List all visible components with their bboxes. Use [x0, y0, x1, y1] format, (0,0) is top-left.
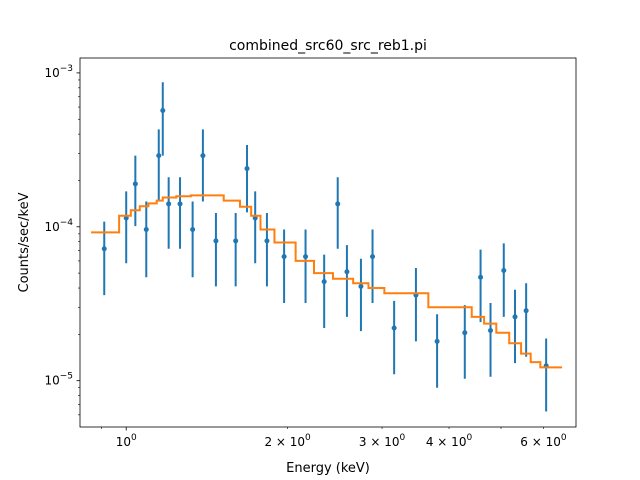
chart-title: combined_src60_src_reb1.pi: [229, 38, 427, 54]
x-axis-ticks: 100 2 × 100 3 × 100 4 × 100 6 × 100: [101, 427, 567, 449]
data-point-19: [344, 245, 350, 317]
data-point-18: [335, 177, 341, 249]
data-point-9: [200, 129, 206, 202]
data-point-30: [523, 283, 529, 357]
data-marker: [143, 227, 149, 233]
x-tick-label-0: 100: [116, 433, 137, 449]
data-point-27: [488, 302, 494, 377]
data-point-15: [281, 229, 287, 303]
x-tick-label-4: 6 × 100: [520, 433, 567, 449]
data-point-28: [501, 243, 507, 317]
plot-frame: [79, 57, 577, 428]
y-tick-label-0: 10−5: [44, 372, 73, 388]
data-point-6: [166, 177, 172, 249]
y-axis-label: Counts/sec/keV: [17, 192, 32, 292]
data-marker: [462, 330, 468, 336]
data-marker: [344, 269, 350, 275]
data-point-29: [512, 289, 518, 364]
data-point-22: [391, 300, 397, 375]
data-point-5: [160, 82, 166, 156]
data-point-13: [252, 191, 258, 264]
data-marker: [160, 107, 166, 113]
data-point-25: [462, 305, 468, 379]
data-marker: [303, 254, 309, 260]
model-step-line: [91, 194, 563, 369]
data-marker: [321, 279, 327, 285]
x-axis-label: Energy (keV): [286, 461, 370, 476]
data-point-16: [303, 229, 309, 303]
data-point-17: [321, 254, 327, 328]
data-point-24: [434, 314, 440, 388]
plot-area: [91, 82, 563, 412]
data-point-11: [233, 212, 239, 287]
y-tick-label-1: 10−4: [44, 218, 73, 234]
data-point-2: [132, 155, 138, 227]
data-point-0: [101, 221, 107, 296]
data-point-7: [177, 177, 183, 249]
data-marker: [244, 166, 250, 172]
data-marker: [233, 238, 239, 244]
data-point-26: [478, 249, 484, 323]
data-marker: [264, 238, 270, 244]
data-marker: [391, 325, 397, 331]
data-marker: [132, 181, 138, 187]
data-marker: [370, 254, 376, 260]
data-marker: [501, 267, 507, 273]
data-marker: [281, 254, 287, 260]
data-point-3: [143, 201, 149, 278]
data-marker: [123, 215, 129, 221]
data-marker: [488, 327, 494, 333]
x-tick-label-3: 4 × 100: [426, 433, 473, 449]
data-marker: [190, 227, 196, 233]
y-tick-label-2: 10−3: [44, 64, 73, 80]
data-point-1: [123, 191, 129, 264]
data-point-4: [156, 129, 162, 202]
data-point-31: [543, 338, 549, 412]
data-marker: [512, 314, 518, 320]
data-marker: [434, 338, 440, 344]
data-point-21: [370, 229, 376, 303]
data-marker: [252, 215, 258, 221]
data-marker: [358, 283, 364, 289]
data-point-14: [264, 212, 270, 287]
data-point-20: [358, 258, 364, 332]
data-marker: [156, 153, 162, 159]
data-marker: [166, 201, 172, 207]
data-marker: [213, 238, 219, 244]
data-marker: [177, 201, 183, 207]
data-marker: [200, 153, 206, 159]
data-point-23: [413, 267, 419, 342]
data-marker: [101, 246, 107, 252]
data-marker: [478, 274, 484, 280]
data-point-12: [244, 145, 250, 213]
x-tick-label-2: 3 × 100: [359, 433, 406, 449]
data-point-8: [190, 201, 196, 278]
x-tick-label-1: 2 × 100: [264, 433, 311, 449]
data-point-10: [213, 212, 219, 287]
data-marker: [335, 201, 341, 207]
data-marker: [523, 308, 529, 314]
y-axis-ticks: 10−5 10−4 10−3: [44, 64, 80, 416]
